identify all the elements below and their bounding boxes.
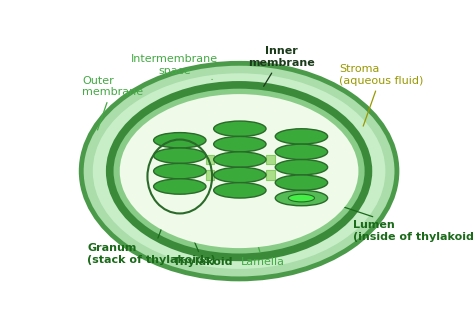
Ellipse shape [120,94,358,248]
Text: Inner
membrane: Inner membrane [248,46,315,86]
Ellipse shape [275,190,328,206]
Ellipse shape [275,159,328,175]
Text: Intermembrane
space: Intermembrane space [131,54,218,79]
Ellipse shape [154,179,206,194]
Ellipse shape [154,148,206,163]
Ellipse shape [275,175,328,190]
Text: Lumen
(inside of thylakoid): Lumen (inside of thylakoid) [319,199,474,242]
Polygon shape [266,155,275,164]
Polygon shape [266,170,275,180]
Text: Stroma
(aqueous fluid): Stroma (aqueous fluid) [339,64,424,126]
Text: Granum
(stack of thylakoids): Granum (stack of thylakoids) [87,224,216,265]
Text: Lamella: Lamella [241,201,285,267]
Text: Thylakoid: Thylakoid [173,218,233,267]
Polygon shape [206,170,214,180]
Polygon shape [206,155,214,164]
Ellipse shape [214,136,266,152]
Ellipse shape [154,163,206,179]
Ellipse shape [214,167,266,183]
Text: Outer
membrane: Outer membrane [82,76,143,130]
Ellipse shape [154,133,206,148]
Ellipse shape [109,85,368,257]
Ellipse shape [214,121,266,136]
Ellipse shape [93,73,385,269]
Ellipse shape [214,152,266,167]
Ellipse shape [275,144,328,159]
Ellipse shape [275,129,328,144]
Ellipse shape [288,194,315,202]
Ellipse shape [81,63,397,279]
Ellipse shape [214,183,266,198]
